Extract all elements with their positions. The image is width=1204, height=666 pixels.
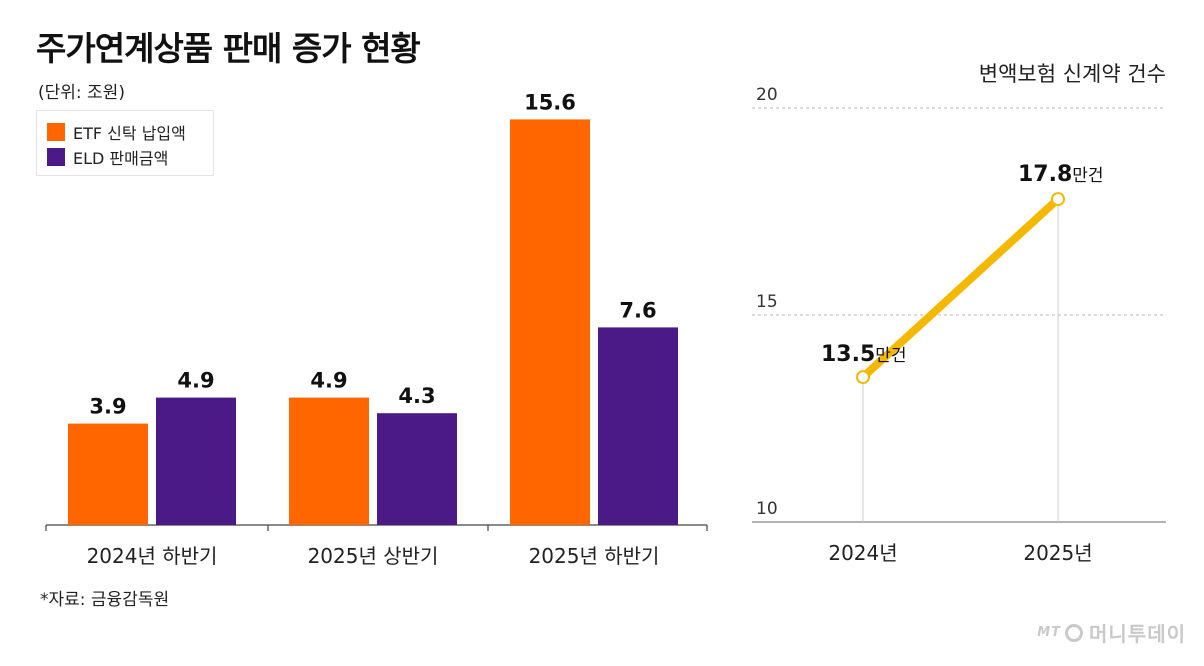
bar-eld-1 xyxy=(377,413,457,525)
line-chart-title: 변액보험 신계약 건수 xyxy=(978,62,1166,86)
line-point-1 xyxy=(1051,192,1065,207)
logo-mark-icon xyxy=(1065,623,1083,642)
bar-etf-1 xyxy=(289,397,369,525)
bar-value-label-eld-1: 4.3 xyxy=(398,384,435,408)
bar-value-label-etf-1: 4.9 xyxy=(310,369,347,393)
bar-value-label-etf-0: 3.9 xyxy=(89,395,126,419)
logo-text: 머니투데이 xyxy=(1089,622,1186,646)
legend: ETF 신탁 납입액 ELD 판매금액 xyxy=(36,110,214,176)
line-value-number-1: 17.8 xyxy=(1018,162,1072,187)
bar-category-label-1: 2025년 상반기 xyxy=(308,544,439,568)
bar-value-label-eld-0: 4.9 xyxy=(177,369,214,393)
bar-value-label-etf-2: 15.6 xyxy=(524,90,576,114)
line-x-label-0: 2024년 xyxy=(828,541,897,565)
line-value-label-1: 17.8만건 xyxy=(1018,162,1104,187)
legend-item-eld: ELD 판매금액 xyxy=(47,144,203,169)
line-y-tick-15: 15 xyxy=(756,292,778,312)
publisher-logo: MT 머니투데이 xyxy=(1037,618,1186,647)
logo-mt: MT xyxy=(1037,625,1061,640)
bar-etf-2 xyxy=(510,119,590,526)
source-note: *자료: 금융감독원 xyxy=(40,590,170,610)
page-title: 주가연계상품 판매 증가 현황 xyxy=(36,29,421,68)
bar-category-label-0: 2024년 하반기 xyxy=(87,544,218,568)
bar-etf-0 xyxy=(68,423,148,525)
bar-category-label-2: 2025년 하반기 xyxy=(529,544,660,568)
legend-label-etf: ETF 신탁 납입액 xyxy=(73,123,186,143)
line-x-label-1: 2025년 xyxy=(1023,541,1092,565)
legend-label-eld: ELD 판매금액 xyxy=(73,148,169,168)
line-value-unit-1: 만건 xyxy=(1072,166,1103,186)
bar-eld-2 xyxy=(598,327,678,525)
line-y-tick-20: 20 xyxy=(756,85,778,105)
line-point-0 xyxy=(856,370,870,385)
bar-eld-0 xyxy=(156,397,236,525)
line-y-tick-10: 10 xyxy=(756,499,778,519)
legend-swatch-eld xyxy=(47,147,65,166)
line-series-path xyxy=(859,195,1062,382)
line-value-number-0: 13.5 xyxy=(821,342,875,367)
bar-value-label-eld-2: 7.6 xyxy=(619,298,656,322)
line-value-unit-0: 만건 xyxy=(875,346,906,366)
legend-swatch-etf xyxy=(47,122,65,141)
unit-label: (단위: 조원) xyxy=(38,83,125,103)
line-value-label-0: 13.5만건 xyxy=(821,342,907,367)
legend-item-etf: ETF 신탁 납입액 xyxy=(47,119,203,144)
